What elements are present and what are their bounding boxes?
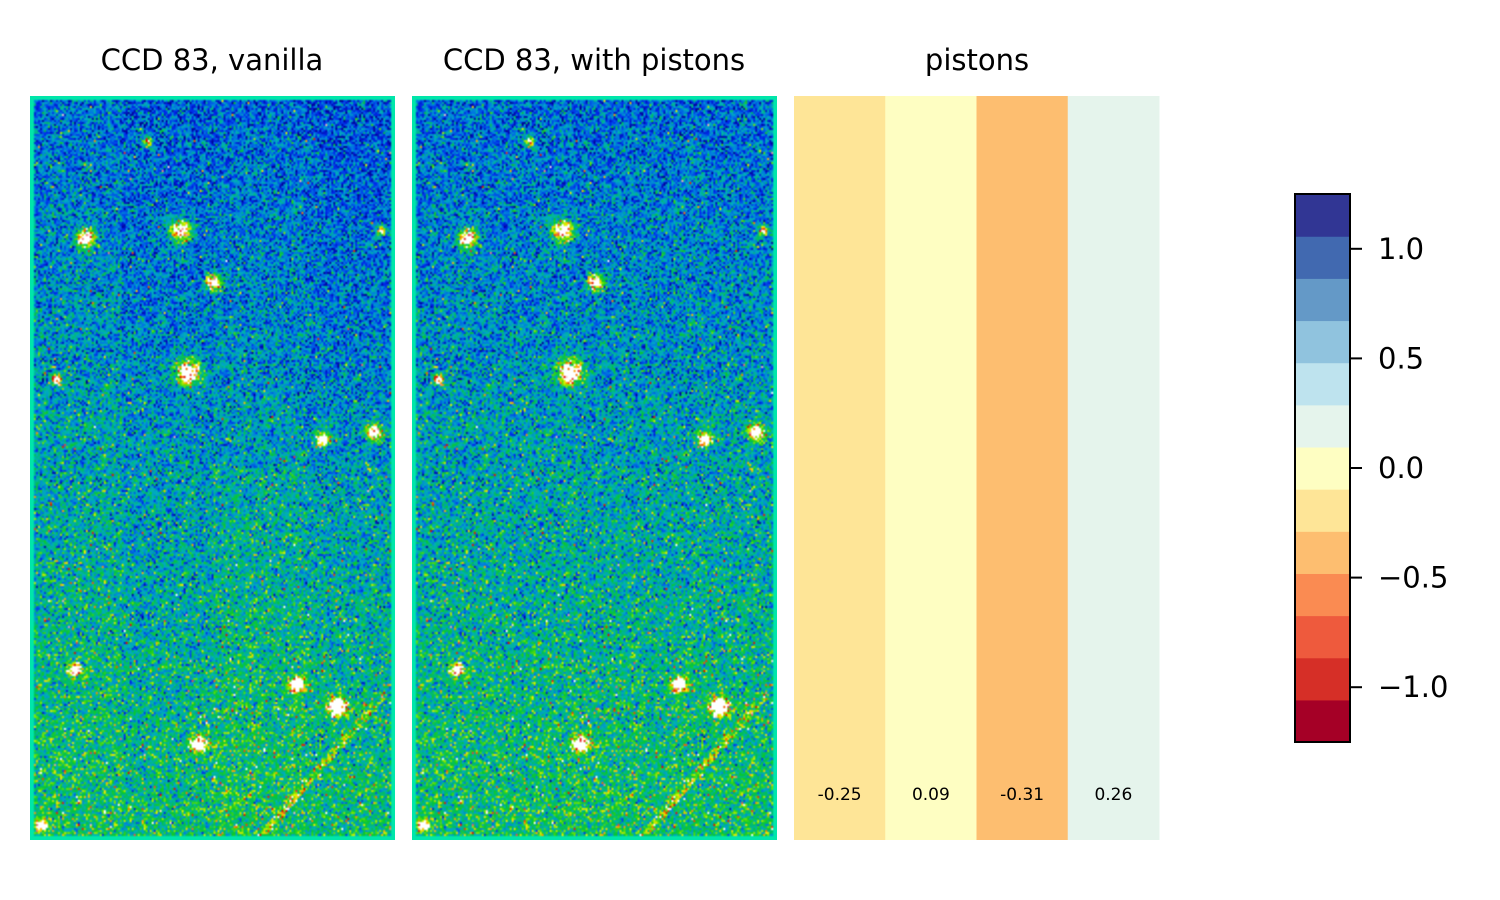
piston-cell (976, 96, 1069, 840)
colorbar: 1.0 0.5 0.0 −0.5 −1.0 (1294, 193, 1448, 743)
piston-value-label: -0.31 (1000, 785, 1044, 805)
piston-cell (885, 96, 977, 840)
colorbar-tick-label: 0.0 (1378, 451, 1424, 485)
colorbar-segment (1295, 194, 1350, 237)
colorbar-segment (1295, 278, 1350, 322)
panel-with-pistons: CCD 83, with pistons (412, 43, 777, 840)
colorbar-tick-label: 0.5 (1378, 341, 1424, 375)
colorbar-tick-label: −1.0 (1378, 670, 1448, 704)
colorbar-segment (1295, 489, 1350, 532)
colorbar-tick-label: 1.0 (1378, 232, 1424, 266)
colorbar-segment (1295, 699, 1350, 743)
colorbar-segments (1295, 194, 1350, 743)
panel-vanilla: CCD 83, vanilla (30, 43, 395, 840)
colorbar-segment (1295, 446, 1350, 490)
piston-value-label: 0.09 (912, 785, 950, 805)
panel-title-pistons: pistons (925, 43, 1029, 77)
colorbar-segment (1295, 573, 1350, 617)
piston-value-label: 0.26 (1094, 785, 1132, 805)
colorbar-ticks: 1.0 0.5 0.0 −0.5 −1.0 (1350, 232, 1448, 704)
piston-cell (794, 96, 886, 840)
colorbar-segment (1295, 320, 1350, 364)
piston-value-label: -0.25 (818, 785, 862, 805)
ccd-image-with-pistons (412, 96, 777, 840)
panel-title-with-pistons: CCD 83, with pistons (443, 43, 745, 77)
colorbar-tick-label: −0.5 (1378, 561, 1448, 595)
colorbar-segment (1295, 236, 1350, 279)
piston-cells: -0.25 0.09 -0.31 0.26 (794, 96, 1160, 840)
colorbar-segment (1295, 657, 1350, 701)
panel-pistons: pistons -0.25 0.09 -0.31 0.26 (794, 43, 1160, 840)
colorbar-segment (1295, 615, 1350, 659)
colorbar-segment (1295, 531, 1350, 574)
colorbar-segment (1295, 362, 1350, 406)
colorbar-segment (1295, 404, 1350, 448)
panel-title-vanilla: CCD 83, vanilla (101, 43, 324, 77)
ccd-image-vanilla (30, 96, 395, 840)
piston-cell (1067, 96, 1160, 840)
